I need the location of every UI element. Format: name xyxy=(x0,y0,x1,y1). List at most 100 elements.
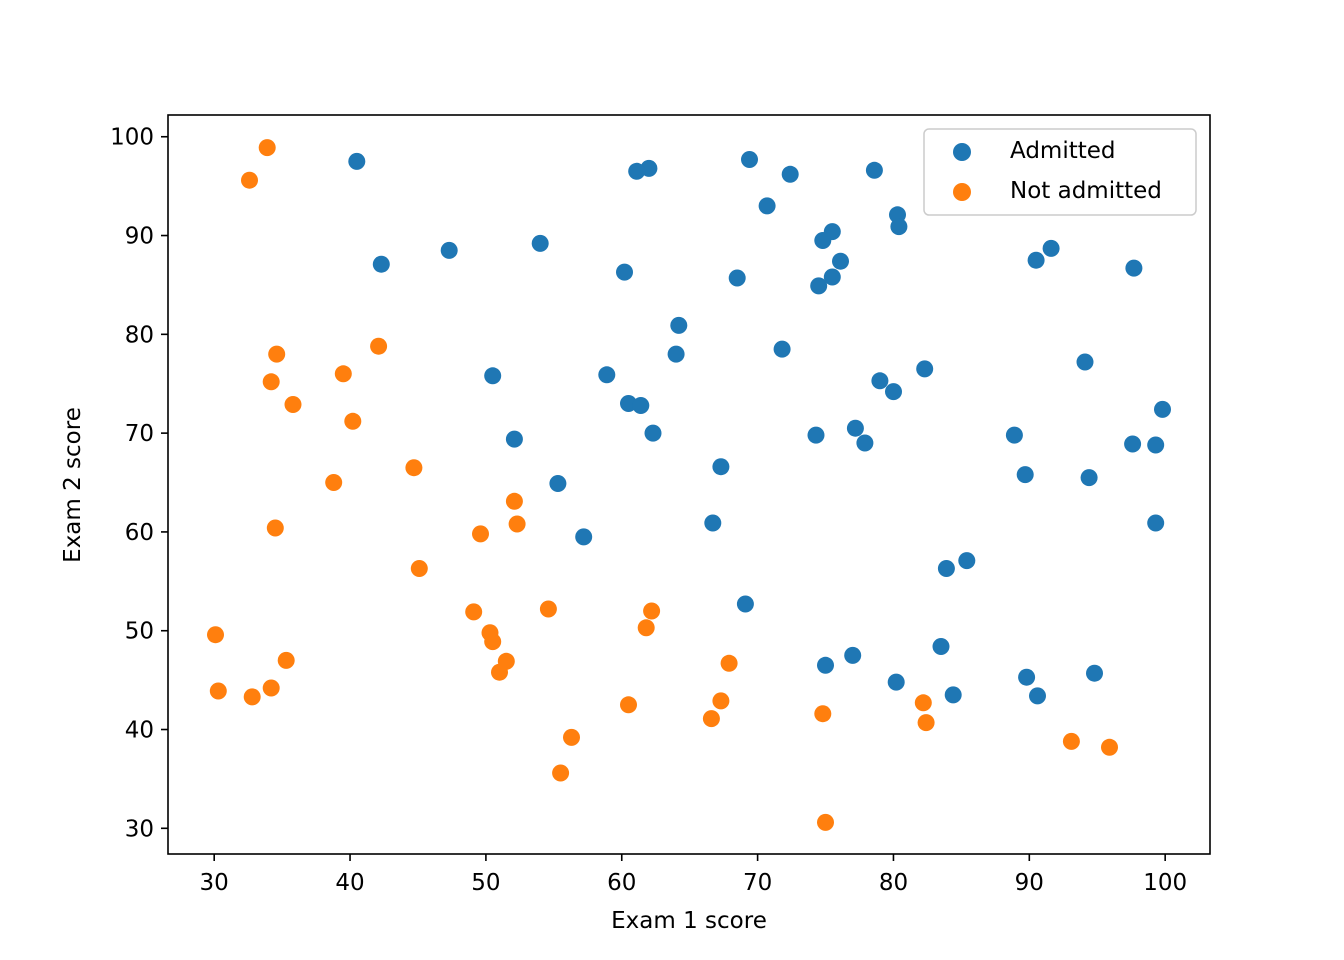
point-admitted xyxy=(575,528,593,546)
plot-frame xyxy=(167,114,1211,855)
point-not-admitted xyxy=(262,373,280,391)
point-not-admitted xyxy=(637,619,655,637)
point-admitted xyxy=(670,316,688,334)
point-admitted xyxy=(871,372,889,390)
point-not-admitted xyxy=(268,345,286,363)
point-not-admitted xyxy=(243,688,261,706)
y-axis-label: Exam 2 score xyxy=(60,407,86,563)
point-admitted xyxy=(817,656,834,674)
legend-marker-not-admitted xyxy=(953,183,971,201)
point-admitted xyxy=(712,458,730,476)
y-tick-label: 100 xyxy=(110,125,154,151)
point-not-admitted xyxy=(814,705,832,723)
x-tick-label: 70 xyxy=(743,870,772,896)
point-admitted xyxy=(667,345,685,363)
point-not-admitted xyxy=(266,519,284,537)
point-admitted xyxy=(887,673,905,691)
point-admitted xyxy=(736,595,754,613)
x-tick-label: 100 xyxy=(1143,870,1187,896)
points-layer xyxy=(207,139,1171,831)
x-tick-label: 60 xyxy=(607,870,636,896)
legend-box xyxy=(923,128,1197,216)
point-admitted xyxy=(505,430,523,448)
point-not-admitted xyxy=(702,710,720,728)
point-admitted xyxy=(1147,436,1165,454)
point-admitted xyxy=(944,686,962,704)
legend-label-admitted: Admitted xyxy=(1010,138,1116,164)
y-tick-label: 40 xyxy=(125,718,154,744)
y-tick-label: 60 xyxy=(125,520,154,546)
point-not-admitted xyxy=(241,171,258,189)
point-admitted xyxy=(865,161,883,179)
point-admitted xyxy=(916,360,934,378)
point-not-admitted xyxy=(262,679,280,697)
x-tick-label: 30 xyxy=(200,870,229,896)
legend-marker-admitted xyxy=(953,143,971,161)
point-not-admitted xyxy=(917,714,935,732)
legend-label-not-admitted: Not admitted xyxy=(1010,178,1162,204)
point-not-admitted xyxy=(643,602,661,620)
point-admitted xyxy=(823,268,841,286)
point-not-admitted xyxy=(465,603,483,621)
x-tick-label: 90 xyxy=(1015,870,1044,896)
point-admitted xyxy=(1124,435,1142,453)
point-admitted xyxy=(484,367,502,385)
legend: Admitted Not admitted xyxy=(923,128,1197,216)
point-admitted xyxy=(531,234,549,252)
point-admitted xyxy=(885,383,902,401)
y-axis-ticks: 30 40 50 60 70 80 90 100 xyxy=(110,125,168,842)
point-admitted xyxy=(1076,353,1094,371)
point-not-admitted xyxy=(505,492,523,510)
point-admitted xyxy=(856,434,874,452)
point-not-admitted xyxy=(472,525,489,543)
point-not-admitted xyxy=(325,474,343,491)
point-not-admitted xyxy=(720,654,738,672)
point-admitted xyxy=(1005,426,1023,444)
point-not-admitted xyxy=(508,515,526,533)
point-admitted xyxy=(1029,687,1046,705)
point-admitted xyxy=(616,263,633,281)
point-admitted xyxy=(348,152,366,170)
point-not-admitted xyxy=(712,692,730,710)
y-tick-label: 70 xyxy=(125,421,154,447)
x-tick-label: 50 xyxy=(471,870,500,896)
point-not-admitted xyxy=(620,696,637,714)
point-admitted xyxy=(741,151,758,168)
point-admitted xyxy=(807,426,825,444)
point-not-admitted xyxy=(207,626,224,644)
point-not-admitted xyxy=(484,633,502,651)
point-not-admitted xyxy=(284,396,302,413)
point-admitted xyxy=(932,638,950,655)
point-not-admitted xyxy=(258,139,276,157)
y-tick-label: 90 xyxy=(125,224,154,250)
point-not-admitted xyxy=(552,764,570,782)
point-admitted xyxy=(810,277,828,295)
y-tick-label: 80 xyxy=(125,322,154,348)
x-axis-label: Exam 1 score xyxy=(611,908,767,934)
point-not-admitted xyxy=(563,728,580,746)
point-not-admitted xyxy=(410,560,428,577)
point-admitted xyxy=(846,419,864,437)
point-not-admitted xyxy=(370,337,388,355)
x-tick-label: 40 xyxy=(335,870,364,896)
point-admitted xyxy=(1042,239,1060,257)
point-admitted xyxy=(440,241,458,259)
point-not-admitted xyxy=(491,663,508,681)
point-admitted xyxy=(1016,466,1034,484)
point-admitted xyxy=(937,560,955,577)
point-admitted xyxy=(844,646,862,664)
point-not-admitted xyxy=(1101,738,1118,756)
point-admitted xyxy=(549,475,567,492)
point-admitted xyxy=(781,165,799,183)
point-not-admitted xyxy=(277,651,295,669)
point-admitted xyxy=(1018,668,1036,686)
point-not-admitted xyxy=(334,365,352,383)
point-admitted xyxy=(1125,259,1143,277)
point-admitted xyxy=(1080,469,1098,487)
point-admitted xyxy=(628,162,646,180)
point-admitted xyxy=(632,397,650,414)
point-admitted xyxy=(1147,514,1165,532)
y-tick-label: 50 xyxy=(125,619,154,645)
point-not-admitted xyxy=(539,600,557,618)
